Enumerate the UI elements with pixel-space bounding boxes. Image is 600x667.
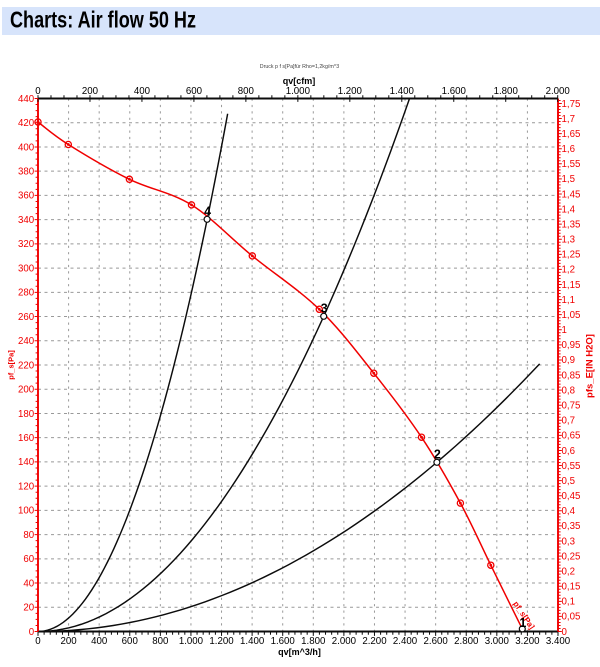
svg-text:1.200: 1.200 (209, 636, 234, 647)
svg-text:800: 800 (152, 636, 169, 647)
svg-text:0: 0 (562, 627, 568, 638)
svg-text:280: 280 (18, 288, 35, 299)
svg-text:qv[cfm]: qv[cfm] (283, 76, 316, 86)
svg-text:0,4: 0,4 (562, 506, 576, 517)
svg-text:0,9: 0,9 (562, 355, 575, 366)
svg-text:160: 160 (18, 433, 35, 444)
svg-text:80: 80 (23, 530, 34, 541)
svg-text:1.200: 1.200 (338, 86, 363, 97)
svg-text:Druck p f s[Pa]für Rho=1,2kg/m: Druck p f s[Pa]für Rho=1,2kg/m^3 (260, 64, 340, 70)
svg-text:3.000: 3.000 (485, 636, 510, 647)
svg-text:0,15: 0,15 (562, 582, 581, 593)
svg-text:1,35: 1,35 (562, 219, 581, 230)
svg-text:2.600: 2.600 (424, 636, 449, 647)
svg-text:100: 100 (18, 506, 35, 517)
svg-text:2.800: 2.800 (454, 636, 479, 647)
svg-text:320: 320 (18, 239, 35, 250)
svg-text:400: 400 (134, 86, 151, 97)
svg-text:0,85: 0,85 (562, 370, 581, 381)
svg-text:60: 60 (23, 554, 34, 565)
svg-text:600: 600 (186, 86, 203, 97)
svg-text:400: 400 (91, 636, 108, 647)
svg-text:1,1: 1,1 (562, 295, 575, 306)
svg-text:1,2: 1,2 (562, 265, 575, 276)
svg-text:0,7: 0,7 (562, 416, 575, 427)
svg-text:2: 2 (434, 448, 441, 462)
svg-text:0,8: 0,8 (562, 385, 575, 396)
svg-text:4: 4 (204, 204, 211, 218)
svg-text:140: 140 (18, 457, 35, 468)
svg-text:pf_s[Pa]: pf_s[Pa] (7, 350, 16, 380)
svg-text:600: 600 (122, 636, 139, 647)
svg-text:0,55: 0,55 (562, 461, 581, 472)
svg-text:1,7: 1,7 (562, 114, 575, 125)
svg-text:1,6: 1,6 (562, 144, 575, 155)
svg-text:220: 220 (18, 360, 35, 371)
svg-text:440: 440 (18, 94, 35, 105)
svg-text:3.200: 3.200 (515, 636, 540, 647)
svg-text:0,65: 0,65 (562, 431, 581, 442)
svg-text:1,75: 1,75 (562, 99, 581, 110)
svg-text:1,15: 1,15 (562, 280, 581, 291)
svg-text:1,55: 1,55 (562, 159, 581, 170)
svg-text:0: 0 (29, 627, 35, 638)
svg-text:180: 180 (18, 409, 35, 420)
svg-text:0,6: 0,6 (562, 446, 575, 457)
svg-text:0,95: 0,95 (562, 340, 581, 351)
svg-text:420: 420 (18, 118, 35, 129)
svg-text:1: 1 (562, 325, 567, 336)
svg-text:3: 3 (321, 302, 328, 316)
svg-text:0: 0 (35, 86, 41, 97)
svg-text:1.600: 1.600 (271, 636, 296, 647)
svg-text:200: 200 (61, 636, 78, 647)
svg-text:1.400: 1.400 (240, 636, 265, 647)
svg-text:1,4: 1,4 (562, 204, 576, 215)
svg-text:3.400: 3.400 (546, 636, 571, 647)
svg-text:0,2: 0,2 (562, 566, 575, 577)
svg-text:qv[m^3/h]: qv[m^3/h] (278, 647, 321, 657)
svg-text:800: 800 (238, 86, 255, 97)
svg-text:1,25: 1,25 (562, 250, 581, 261)
svg-text:340: 340 (18, 215, 35, 226)
svg-text:1,3: 1,3 (562, 235, 575, 246)
svg-text:pfs_E[IN H2O]: pfs_E[IN H2O] (585, 334, 596, 398)
svg-text:240: 240 (18, 336, 35, 347)
svg-text:200: 200 (82, 86, 99, 97)
svg-text:400: 400 (18, 142, 35, 153)
svg-text:1,45: 1,45 (562, 189, 581, 200)
svg-text:1: 1 (519, 616, 526, 630)
svg-text:1.800: 1.800 (301, 636, 326, 647)
svg-text:360: 360 (18, 191, 35, 202)
svg-text:40: 40 (23, 578, 34, 589)
svg-text:2.000: 2.000 (546, 86, 571, 97)
svg-text:1.800: 1.800 (494, 86, 519, 97)
svg-text:1.400: 1.400 (390, 86, 415, 97)
svg-text:1.000: 1.000 (179, 636, 204, 647)
svg-text:1,05: 1,05 (562, 310, 581, 321)
svg-text:2.200: 2.200 (362, 636, 387, 647)
svg-text:1.600: 1.600 (442, 86, 467, 97)
svg-text:0,35: 0,35 (562, 521, 581, 532)
svg-text:1,5: 1,5 (562, 174, 575, 185)
svg-text:0,45: 0,45 (562, 491, 581, 502)
svg-text:200: 200 (18, 385, 35, 396)
svg-text:0,25: 0,25 (562, 551, 581, 562)
svg-text:1.000: 1.000 (286, 86, 311, 97)
svg-text:20: 20 (23, 603, 34, 614)
svg-text:Charts: Air flow 50 Hz: Charts: Air flow 50 Hz (10, 7, 196, 33)
svg-text:1,65: 1,65 (562, 129, 581, 140)
svg-text:0,75: 0,75 (562, 401, 581, 412)
svg-text:0,5: 0,5 (562, 476, 575, 487)
svg-text:0,1: 0,1 (562, 597, 575, 608)
svg-text:300: 300 (18, 263, 35, 274)
svg-text:2.400: 2.400 (393, 636, 418, 647)
svg-text:0,3: 0,3 (562, 536, 575, 547)
svg-text:120: 120 (18, 481, 35, 492)
svg-text:2.000: 2.000 (332, 636, 357, 647)
svg-text:0: 0 (35, 636, 41, 647)
svg-text:380: 380 (18, 166, 35, 177)
svg-text:260: 260 (18, 312, 35, 323)
svg-text:0,05: 0,05 (562, 612, 581, 623)
